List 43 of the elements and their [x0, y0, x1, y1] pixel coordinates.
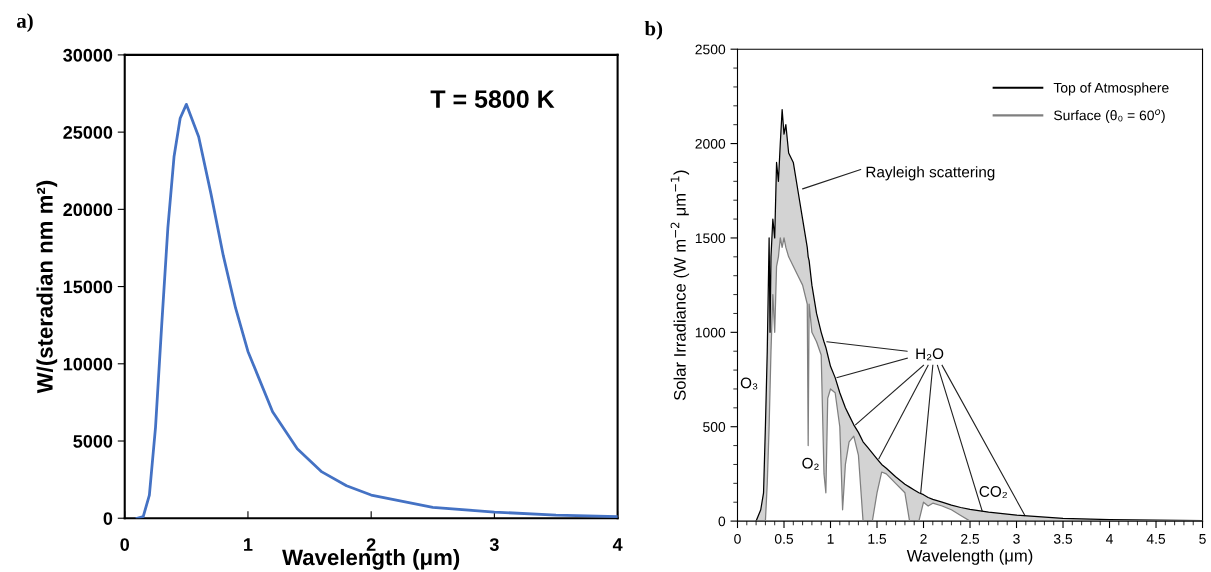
x-tick-label: 1	[244, 538, 253, 551]
y-tick-label: 2500	[695, 44, 726, 55]
x-tick-label: 4	[612, 538, 623, 551]
y-tick-label: 5000	[73, 434, 113, 448]
y-tick-label: 2000	[695, 138, 726, 149]
x-tick-label: 2.5	[961, 533, 980, 544]
x-tick-label: 3.5	[1053, 533, 1073, 544]
x-tick-label: 3	[489, 538, 499, 551]
x-tick-label: 2	[366, 538, 376, 551]
x-tick-label: 3	[1013, 533, 1020, 544]
x-tick-label: 1	[827, 534, 834, 544]
annotation: O₂	[802, 457, 819, 470]
x-axis-title: Wavelength (μm)	[906, 549, 1033, 565]
y-tick-label: 0	[103, 512, 113, 525]
chart-title: a)	[16, 13, 33, 33]
x-tick-label: 2	[920, 533, 927, 544]
y-tick-label: 0	[718, 516, 726, 527]
x-tick-label: 1.5	[868, 534, 887, 544]
y-tick-label: 30000	[63, 48, 113, 62]
y-axis-title: W/(steradian nm m²)	[36, 180, 58, 394]
y-tick-label: 1000	[695, 327, 726, 338]
x-tick-label: 0.5	[774, 533, 794, 544]
y-tick-label: 15000	[63, 280, 113, 294]
annotation: H₂O	[916, 348, 944, 361]
y-tick-label: 20000	[63, 203, 113, 217]
legend-label: Top of Atmosphere	[1053, 82, 1169, 96]
annotation: T = 5800 K	[430, 90, 555, 108]
x-tick-label: 4	[1105, 534, 1113, 544]
annotation: CO₂	[979, 486, 1007, 499]
x-tick-label: 4.5	[1146, 534, 1166, 544]
y-tick-label: 500	[703, 422, 726, 432]
y-tick-label: 25000	[63, 126, 113, 139]
x-tick-label: 0	[120, 538, 130, 551]
legend-label: Surface (θ₀ = 60$^{o}$)	[1054, 109, 1165, 123]
annotation: O₃	[740, 377, 758, 390]
y-tick-label: 10000	[63, 357, 113, 371]
y-tick-label: 1500	[695, 233, 726, 244]
x-tick-label: 5	[1199, 534, 1206, 544]
x-tick-label: 0	[734, 533, 741, 544]
chart-title: b)	[644, 20, 663, 40]
annotation: Rayleigh scattering	[866, 166, 995, 181]
y-axis-title: Solar Irradiance (W m$^{−2}$ μm$^{−1}$)	[670, 170, 690, 401]
x-axis-title: Wavelength (μm)	[282, 548, 460, 570]
